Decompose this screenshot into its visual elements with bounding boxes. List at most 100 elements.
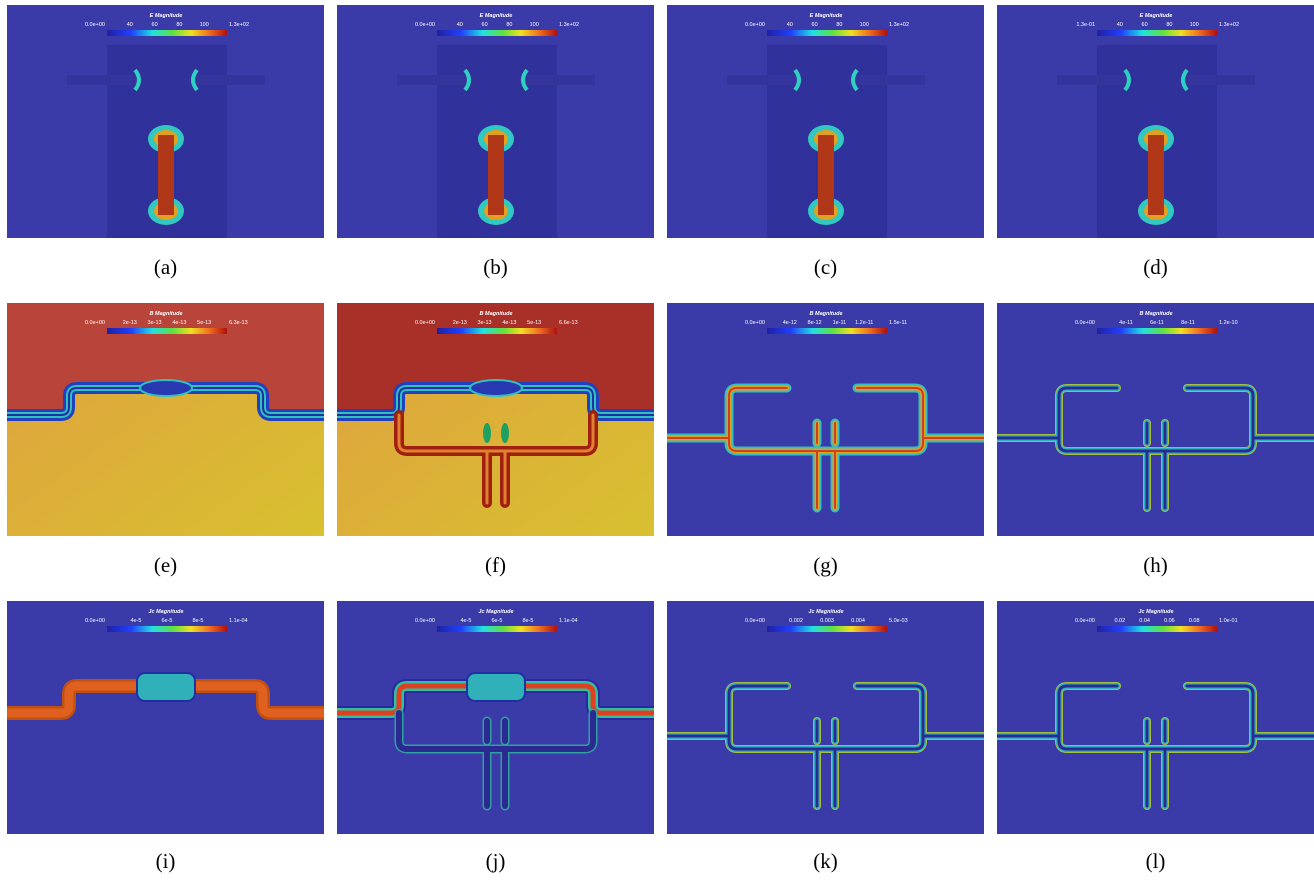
colorbar-title: Jc Magnitude xyxy=(808,609,843,615)
junction xyxy=(140,380,192,396)
colorbar-title: B Magnitude xyxy=(1140,311,1173,317)
colorbar-tick-label: 100 xyxy=(530,22,539,28)
colorbar-tick-label: 60 xyxy=(812,22,818,28)
caption: (j) xyxy=(337,849,654,874)
colorbar-tick-label: 100 xyxy=(200,22,209,28)
colorbar-tick-label: 1e-11 xyxy=(833,320,847,326)
colorbar-tick-label: 0.0e+00 xyxy=(85,618,105,624)
colorbar-title: Jc Magnitude xyxy=(478,609,513,615)
caption: (e) xyxy=(7,553,324,578)
colorbar-tick-label: 1.3e+02 xyxy=(889,22,909,28)
arm xyxy=(397,75,467,85)
arm xyxy=(67,75,137,85)
colorbar-tick-label: 1.3e-01 xyxy=(1076,22,1095,28)
colorbar-tick-label: 0.002 xyxy=(789,618,803,624)
figure: E Magnitude 0.0e+00 40 60 80 100 1.3e+02 (a) E M… xyxy=(0,0,1314,881)
caption: (i) xyxy=(7,849,324,874)
colorbar-tick-label: 40 xyxy=(127,22,133,28)
colorbar-tick-label: 1.0e-01 xyxy=(1219,618,1238,624)
colorbar-tick-label: 6e-11 xyxy=(1150,320,1164,326)
junction xyxy=(467,673,525,701)
colorbar-tick-label: 8e-5 xyxy=(192,618,203,624)
colorbar-tick-label: 1.1e-04 xyxy=(559,618,578,624)
colorbar-gradient xyxy=(107,30,227,36)
colorbar-tick-label: 8e-5 xyxy=(522,618,533,624)
field-plot: B Magnitude0.0e+002e-133e-134e-135e-136.… xyxy=(337,303,654,536)
colorbar-tick-label: 100 xyxy=(860,22,869,28)
colorbar-tick-label: 4e-13 xyxy=(502,320,516,326)
colorbar-title: E Magnitude xyxy=(1140,13,1173,19)
caption: (b) xyxy=(337,255,654,280)
colorbar-gradient xyxy=(1097,30,1217,36)
colorbar-title: B Magnitude xyxy=(810,311,843,317)
arm xyxy=(855,75,925,85)
background xyxy=(997,601,1314,834)
colorbar-tick-label: 8e-12 xyxy=(808,320,822,326)
colorbar-tick-label: 40 xyxy=(457,22,463,28)
colorbar-tick-label: 0.0e+00 xyxy=(745,618,765,624)
colorbar-tick-label: 0.0e+00 xyxy=(415,320,435,326)
colorbar-tick-label: 1.3e+02 xyxy=(559,22,579,28)
colorbar-tick-label: 3e-13 xyxy=(148,320,162,326)
colorbar-tick-label: 0.02 xyxy=(1114,618,1125,624)
colorbar-tick-label: 1.1e-04 xyxy=(229,618,248,624)
colorbar-gradient xyxy=(767,30,887,36)
field-plot: E Magnitude0.0e+004060801001.3e+02 xyxy=(667,5,984,238)
colorbar-tick-label: 60 xyxy=(1142,22,1148,28)
colorbar-tick-label: 0.0e+00 xyxy=(1075,320,1095,326)
colorbar-title: E Magnitude xyxy=(480,13,513,19)
colorbar-title: B Magnitude xyxy=(480,311,513,317)
colorbar-title: E Magnitude xyxy=(150,13,183,19)
colorbar-tick-label: 0.003 xyxy=(820,618,834,624)
background xyxy=(667,303,984,536)
arm xyxy=(727,75,797,85)
colorbar-tick-label: 6e-5 xyxy=(161,618,172,624)
colorbar-tick-label: 80 xyxy=(176,22,182,28)
stub xyxy=(483,423,491,443)
arm xyxy=(195,75,265,85)
colorbar-title: E Magnitude xyxy=(810,13,843,19)
colorbar-tick-label: 5e-13 xyxy=(197,320,211,326)
colorbar-tick-label: 1.5e-11 xyxy=(889,320,907,326)
colorbar-tick-label: 4e-5 xyxy=(130,618,141,624)
colorbar-title: B Magnitude xyxy=(150,311,183,317)
caption: (a) xyxy=(7,255,324,280)
colorbar-gradient xyxy=(107,626,227,632)
electrode xyxy=(1148,135,1164,215)
colorbar-tick-label: 5.0e-03 xyxy=(889,618,908,624)
colorbar-tick-label: 0.0e+00 xyxy=(85,22,105,28)
background xyxy=(667,601,984,834)
colorbar-gradient xyxy=(767,328,887,334)
background xyxy=(997,303,1314,536)
colorbar-tick-label: 2e-13 xyxy=(453,320,467,326)
colorbar-tick-label: 0.08 xyxy=(1189,618,1200,624)
colorbar-tick-label: 2e-13 xyxy=(123,320,137,326)
colorbar-tick-label: 0.0e+00 xyxy=(85,320,105,326)
colorbar-gradient xyxy=(437,626,557,632)
colorbar-tick-label: 1.3e+02 xyxy=(229,22,249,28)
electrode xyxy=(818,135,834,215)
colorbar-gradient xyxy=(767,626,887,632)
colorbar-tick-label: 6e-5 xyxy=(491,618,502,624)
colorbar-tick-label: 60 xyxy=(152,22,158,28)
colorbar-tick-label: 0.0e+00 xyxy=(745,320,765,326)
colorbar-tick-label: 40 xyxy=(787,22,793,28)
colorbar-gradient xyxy=(107,328,227,334)
colorbar-tick-label: 80 xyxy=(506,22,512,28)
colorbar-tick-label: 0.0e+00 xyxy=(415,618,435,624)
colorbar-tick-label: 1.3e+02 xyxy=(1219,22,1239,28)
colorbar-tick-label: 0.04 xyxy=(1139,618,1150,624)
colorbar-tick-label: 5e-13 xyxy=(527,320,541,326)
colorbar-tick-label: 6.6e-13 xyxy=(559,320,578,326)
junction xyxy=(470,380,522,396)
electrode xyxy=(488,135,504,215)
colorbar-gradient xyxy=(437,328,557,334)
colorbar-tick-label: 4e-11 xyxy=(1119,320,1133,326)
caption: (d) xyxy=(997,255,1314,280)
colorbar-tick-label: 0.06 xyxy=(1164,618,1175,624)
